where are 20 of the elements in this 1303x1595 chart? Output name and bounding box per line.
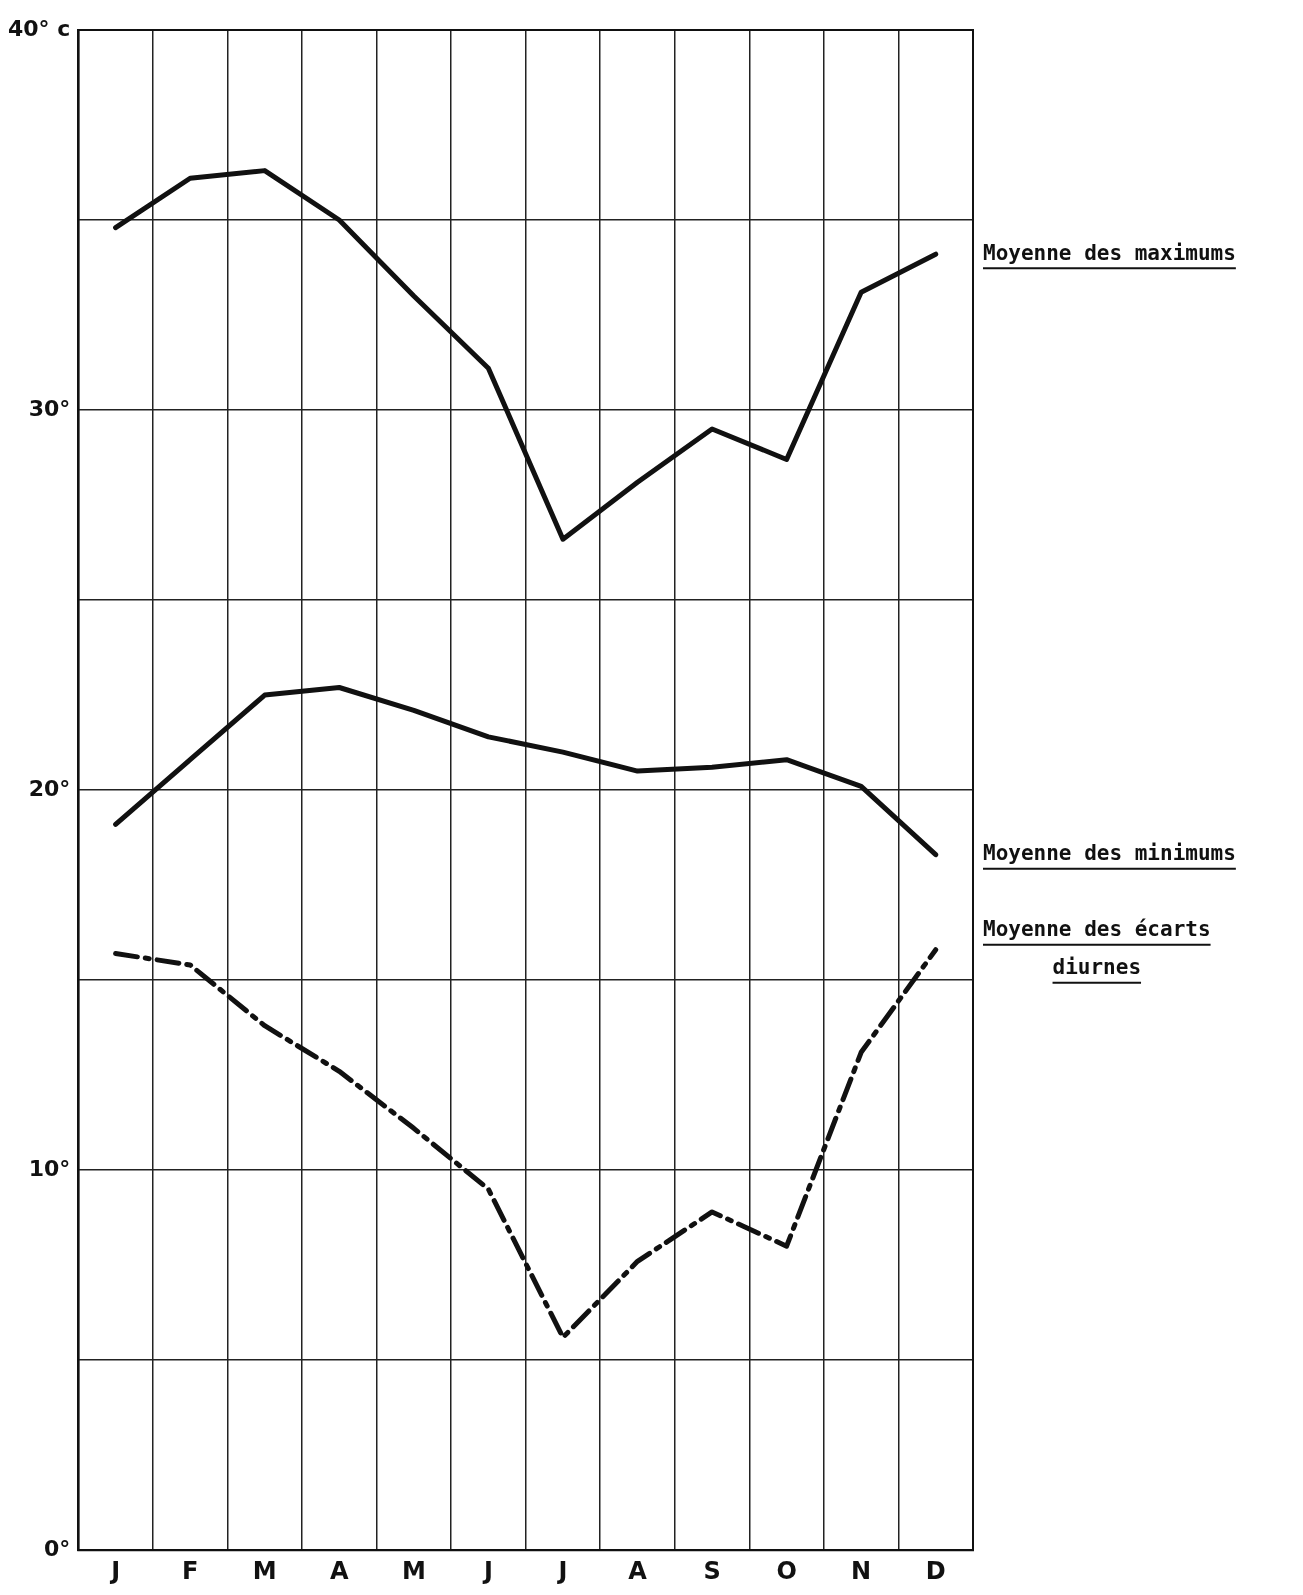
text: Moyenne des maximums	[983, 240, 1236, 265]
x-tick-label: M	[252, 1556, 277, 1585]
x-tick-label: O	[776, 1556, 797, 1585]
x-tick-label: J	[109, 1556, 121, 1585]
y-tick-label: 20°	[28, 775, 71, 801]
x-tick-label: D	[925, 1556, 946, 1585]
y-tick-label: 10°	[28, 1155, 71, 1181]
x-tick-label: N	[851, 1556, 872, 1585]
x-tick-label: A	[628, 1556, 648, 1585]
x-tick-label: S	[703, 1556, 721, 1585]
y-tick-label: 30°	[28, 395, 71, 421]
x-tick-label: M	[401, 1556, 426, 1585]
x-tick-label: J	[556, 1556, 568, 1585]
x-tick-label: F	[181, 1556, 199, 1585]
y-tick-label: 0°	[44, 1535, 71, 1561]
text: Moyenne des minimums	[983, 841, 1236, 866]
text: Moyenne des écarts diurnes	[983, 917, 1211, 980]
x-tick-label: A	[329, 1556, 349, 1585]
y-tick-label: 40° c	[7, 15, 71, 41]
x-tick-label: J	[481, 1556, 493, 1585]
